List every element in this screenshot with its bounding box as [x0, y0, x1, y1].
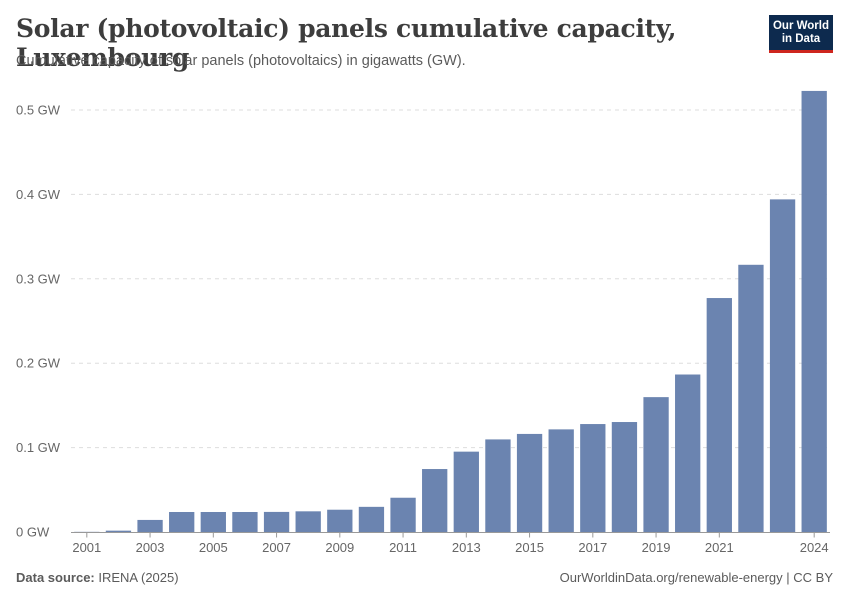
bar-2023[interactable] [769, 199, 796, 533]
owid-logo[interactable]: Our World in Data [769, 15, 833, 53]
data-source-label: Data source: [16, 570, 95, 585]
bar-2011[interactable] [390, 497, 416, 532]
bar-2016[interactable] [548, 429, 574, 532]
x-tick-label: 2011 [389, 540, 417, 555]
bar-2005[interactable] [200, 511, 226, 532]
x-tick-label: 2005 [199, 540, 228, 555]
credit-link[interactable]: OurWorldinData.org/renewable-energy | CC… [559, 570, 833, 585]
y-tick-label: 0 GW [16, 525, 50, 540]
x-tick-label: 2017 [578, 540, 607, 555]
x-tick-label: 2015 [515, 540, 544, 555]
logo-line-1: Our World [772, 20, 829, 32]
bar-2007[interactable] [263, 511, 290, 532]
bar-2022[interactable] [738, 264, 764, 532]
x-tick-label: 2013 [452, 540, 481, 555]
bar-2003[interactable] [137, 519, 163, 532]
bar-2024[interactable] [801, 90, 827, 532]
y-tick-label: 0.5 GW [16, 103, 61, 118]
bar-2012[interactable] [422, 469, 448, 532]
bar-2020[interactable] [675, 374, 701, 532]
bar-2008[interactable] [295, 511, 321, 532]
x-tick-label: 2019 [642, 540, 671, 555]
gridlines [71, 109, 830, 449]
bar-2006[interactable] [232, 511, 258, 532]
data-source: Data source: IRENA (2025) [16, 570, 179, 585]
chart-subtitle: Cumulative capacity of solar panels (pho… [16, 53, 466, 69]
axes: 0 GW 0.1 GW 0.2 GW 0.3 GW 0.4 GW 0.5 GW 2001 20… [16, 103, 830, 555]
chart-title: Solar (photovoltaic) panels cumulative c… [16, 14, 677, 72]
bar-2013[interactable] [453, 451, 479, 532]
logo-line-2: in Data [781, 33, 821, 45]
x-tick-label: 2003 [136, 540, 165, 555]
bar-2004[interactable] [169, 511, 195, 532]
y-tick-label: 0.2 GW [16, 356, 61, 371]
bar-2009[interactable] [327, 509, 353, 532]
bar-2010[interactable] [358, 506, 385, 532]
bar-2017[interactable] [580, 424, 606, 532]
bars [74, 90, 827, 533]
bar-2021[interactable] [706, 298, 732, 532]
bar-2015[interactable] [516, 433, 543, 532]
bar-2018[interactable] [611, 422, 638, 532]
x-tick-label: 2009 [325, 540, 354, 555]
bar-2014[interactable] [485, 439, 511, 532]
bar-2002[interactable] [105, 530, 132, 532]
x-tick-label: 2001 [72, 540, 101, 555]
x-tick-label: 2007 [262, 540, 291, 555]
y-tick-label: 0.4 GW [16, 187, 61, 202]
data-source-link[interactable]: IRENA (2025) [98, 570, 179, 585]
y-tick-label: 0.3 GW [16, 271, 61, 286]
x-tick-label: 2021 [705, 540, 734, 555]
x-tick-label: 2024 [800, 540, 829, 555]
y-tick-label: 0.1 GW [16, 440, 61, 455]
bar-2019[interactable] [643, 397, 669, 532]
